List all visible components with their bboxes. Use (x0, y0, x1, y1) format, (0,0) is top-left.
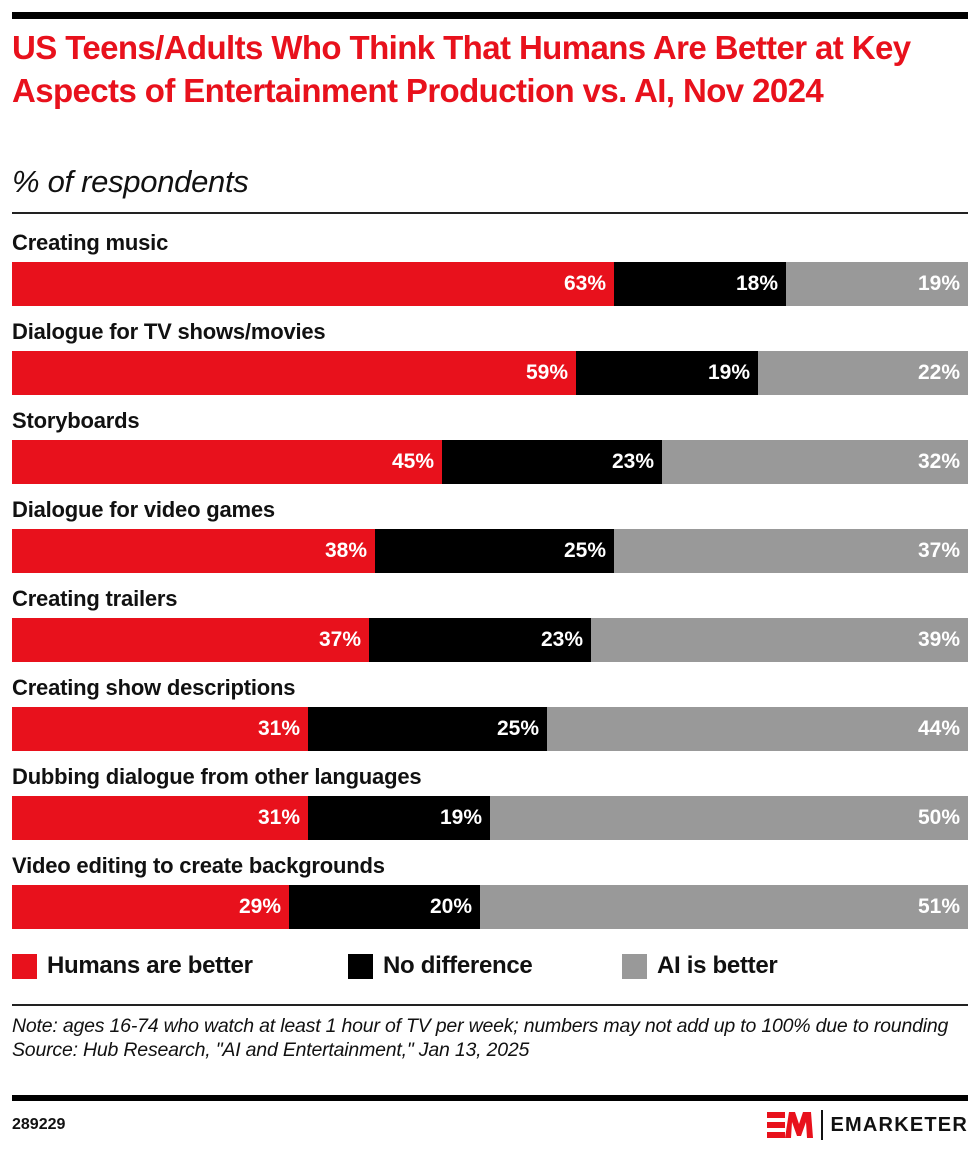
legend-item-ai: AI is better (622, 952, 778, 980)
bar-segment-no-difference: 20% (289, 885, 480, 929)
bar-segment-humans: 63% (12, 262, 614, 306)
brand-name: EMARKETER (830, 1113, 968, 1136)
data-label-no-difference: 25% (496, 717, 539, 740)
bar-segment-humans: 59% (12, 351, 576, 395)
bar-segment-no-difference: 25% (375, 529, 614, 573)
emarketer-logo: EMARKETER (766, 1108, 968, 1142)
legend-label-no-difference: No difference (383, 952, 533, 979)
data-label-ai: 51% (917, 895, 960, 918)
bar-segment-ai: 44% (547, 707, 968, 751)
bar-segment-no-difference: 18% (614, 262, 786, 306)
data-label-humans: 45% (391, 450, 434, 473)
data-label-humans: 59% (525, 361, 568, 384)
header-divider (12, 212, 968, 214)
category-label: Creating show descriptions (12, 675, 296, 700)
note-text: Note: ages 16-74 who watch at least 1 ho… (12, 1015, 949, 1037)
category-label: Creating trailers (12, 586, 178, 611)
legend-swatch-ai (622, 953, 647, 979)
stacked-bar: 31% 19% 50% (12, 796, 968, 840)
legend-swatch-no-difference (348, 953, 373, 979)
bar-segment-humans: 31% (12, 707, 308, 751)
footnote: Note: ages 16-74 who watch at least 1 ho… (12, 1014, 968, 1062)
legend-item-no-difference: No difference (348, 952, 533, 980)
bar-segment-humans: 38% (12, 529, 375, 573)
data-label-humans: 31% (257, 717, 300, 740)
bar-segment-ai: 50% (490, 796, 968, 840)
bottom-rule (12, 1095, 968, 1101)
data-label-no-difference: 25% (563, 539, 606, 562)
chart-title: US Teens/Adults Who Think That Humans Ar… (12, 29, 911, 109)
stacked-bar: 37% 23% 39% (12, 618, 968, 662)
data-label-ai: 37% (917, 539, 960, 562)
stacked-bar: 29% 20% 51% (12, 885, 968, 929)
data-label-no-difference: 19% (707, 361, 750, 384)
data-label-humans: 29% (238, 895, 281, 918)
data-label-no-difference: 20% (429, 895, 472, 918)
bar-segment-humans: 29% (12, 885, 289, 929)
data-label-ai: 44% (917, 717, 960, 740)
data-label-humans: 31% (257, 806, 300, 829)
bar-segment-no-difference: 25% (308, 707, 547, 751)
data-label-no-difference: 19% (439, 806, 482, 829)
data-label-ai: 32% (917, 450, 960, 473)
category-label: Dialogue for video games (12, 497, 275, 522)
bar-segment-ai: 32% (662, 440, 968, 484)
data-label-humans: 63% (563, 272, 606, 295)
chart-id: 289229 (12, 1116, 66, 1133)
bar-segment-humans: 37% (12, 618, 369, 662)
category-label: Storyboards (12, 408, 140, 433)
bar-segment-ai: 19% (786, 262, 968, 306)
category-label: Video editing to create backgrounds (12, 853, 385, 878)
category-label: Creating music (12, 230, 169, 255)
stacked-bar: 45% 23% 32% (12, 440, 968, 484)
bar-segment-ai: 51% (480, 885, 968, 929)
footer-divider (12, 1004, 968, 1006)
bar-segment-no-difference: 23% (442, 440, 662, 484)
data-label-humans: 38% (324, 539, 367, 562)
data-label-ai: 19% (917, 272, 960, 295)
chart-subtitle: % of respondents (12, 164, 249, 199)
data-label-ai: 50% (917, 806, 960, 829)
data-label-ai: 39% (917, 628, 960, 651)
source-text: Source: Hub Research, "AI and Entertainm… (12, 1039, 530, 1061)
legend-item-humans: Humans are better (12, 952, 253, 980)
data-label-no-difference: 23% (540, 628, 583, 651)
bar-segment-no-difference: 19% (308, 796, 490, 840)
legend-label-humans: Humans are better (47, 952, 253, 979)
stacked-bar: 59% 19% 22% (12, 351, 968, 395)
stacked-bar: 38% 25% 37% (12, 529, 968, 573)
em-logo-icon (766, 1112, 813, 1138)
top-rule (12, 12, 968, 19)
legend: Humans are better No difference AI is be… (12, 952, 968, 982)
logo-separator (820, 1110, 823, 1140)
bar-segment-humans: 31% (12, 796, 308, 840)
legend-swatch-humans (12, 953, 37, 979)
data-label-humans: 37% (318, 628, 361, 651)
legend-label-ai: AI is better (657, 952, 778, 979)
bar-segment-no-difference: 19% (576, 351, 758, 395)
bar-segment-ai: 22% (758, 351, 968, 395)
category-label: Dubbing dialogue from other languages (12, 764, 422, 789)
bar-segment-ai: 39% (591, 618, 968, 662)
category-label: Dialogue for TV shows/movies (12, 319, 326, 344)
stacked-bar: 63% 18% 19% (12, 262, 968, 306)
bar-segment-humans: 45% (12, 440, 442, 484)
stacked-bar: 31% 25% 44% (12, 707, 968, 751)
data-label-ai: 22% (917, 361, 960, 384)
bar-segment-no-difference: 23% (369, 618, 591, 662)
bar-segment-ai: 37% (614, 529, 968, 573)
data-label-no-difference: 23% (611, 450, 654, 473)
data-label-no-difference: 18% (735, 272, 778, 295)
